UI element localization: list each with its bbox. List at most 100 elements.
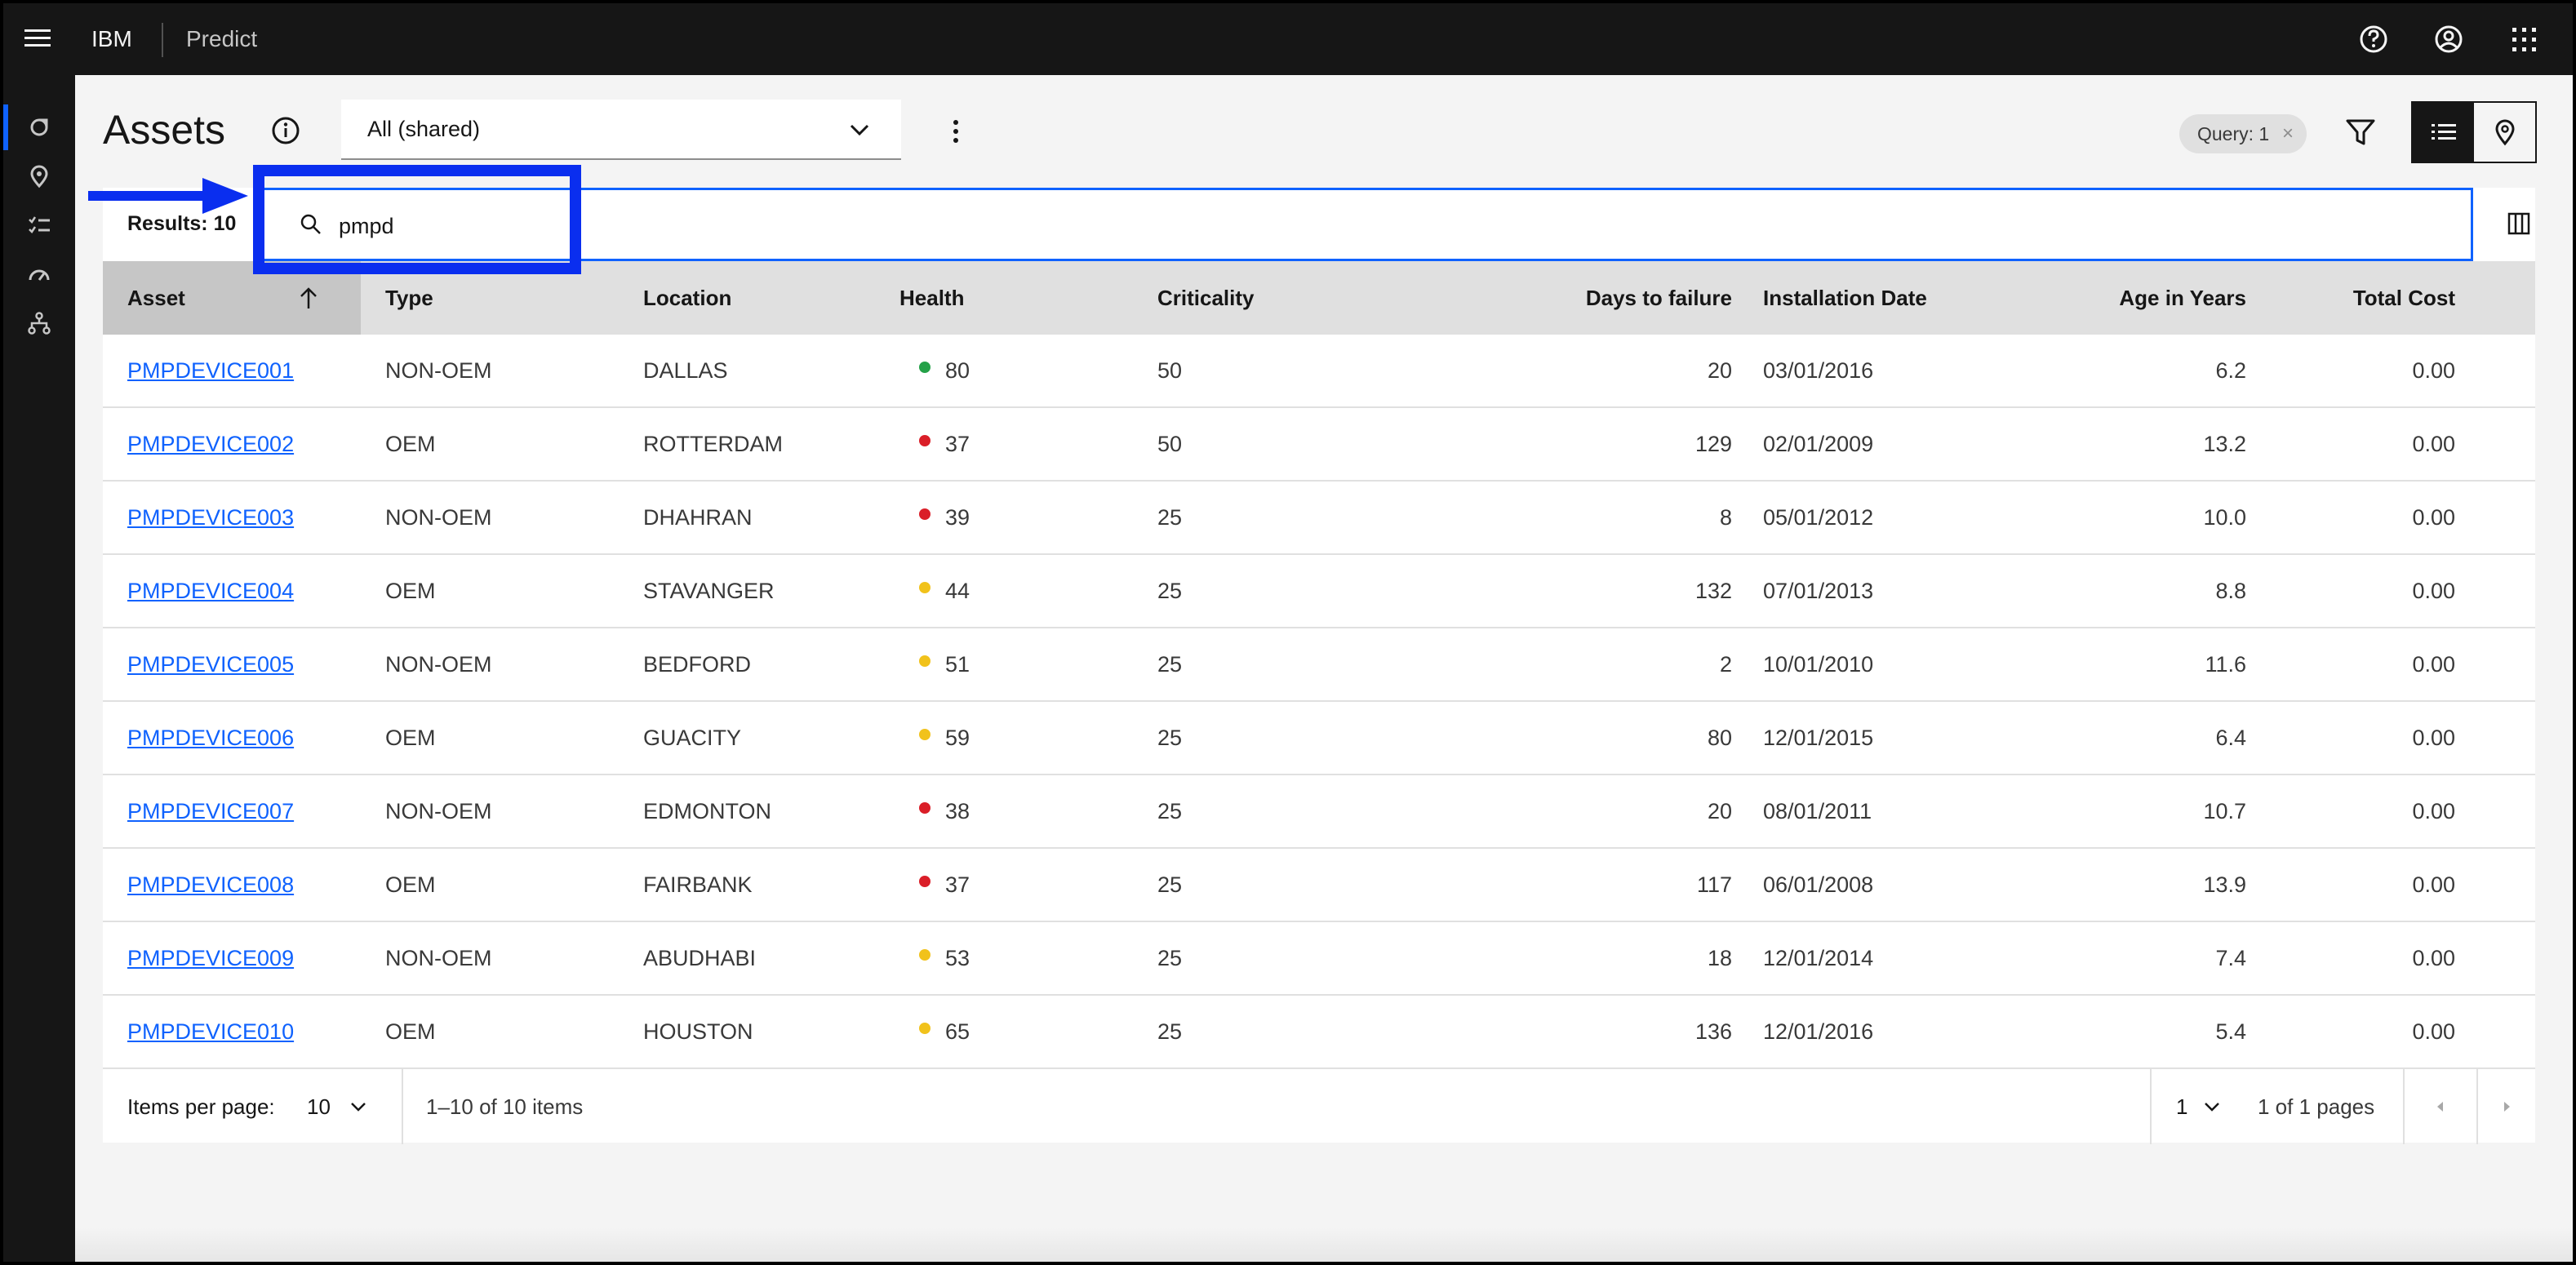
cell-asset[interactable]: PMPDEVICE007	[127, 775, 294, 847]
table-row[interactable]: PMPDEVICE004 OEM STAVANGER 44 25 132 07/01/201…	[103, 555, 2535, 628]
cell-total-cost: 0.00	[2412, 1019, 2455, 1044]
column-header-location[interactable]: Location	[643, 285, 732, 310]
cell-asset[interactable]: PMPDEVICE002	[127, 408, 294, 480]
next-page-button[interactable]	[2478, 1069, 2535, 1144]
column-header-criticality[interactable]: Criticality	[1157, 285, 1255, 310]
cell-asset[interactable]: PMPDEVICE010	[127, 996, 294, 1067]
cell-asset[interactable]: PMPDEVICE009	[127, 922, 294, 994]
cell-health: 80	[919, 335, 970, 406]
cell-age-in-years: 11.6	[2205, 651, 2246, 677]
product-name[interactable]: Predict	[186, 26, 258, 51]
items-per-page-label: Items per page:	[127, 1094, 275, 1119]
cell-installation-date: 08/01/2011	[1763, 798, 1872, 823]
cell-asset[interactable]: PMPDEVICE008	[127, 849, 294, 921]
app-switcher-icon[interactable]	[2506, 21, 2542, 57]
column-settings-icon[interactable]	[2504, 209, 2534, 238]
cell-type: OEM	[385, 1019, 436, 1044]
cell-asset[interactable]: PMPDEVICE004	[127, 555, 294, 627]
column-header-type[interactable]: Type	[385, 285, 433, 310]
saved-query-dropdown[interactable]: All (shared)	[341, 100, 901, 160]
overflow-menu-icon[interactable]	[944, 118, 968, 145]
table-row[interactable]: PMPDEVICE001 NON-OEM DALLAS 80 50 20 03/01/201…	[103, 335, 2535, 408]
hamburger-icon[interactable]	[24, 29, 51, 49]
table-row[interactable]: PMPDEVICE010 OEM HOUSTON 65 25 136 12/01/2016 5…	[103, 996, 2535, 1069]
brand-name[interactable]: IBM	[91, 26, 132, 51]
table-row[interactable]: PMPDEVICE006 OEM GUACITY 59 25 80 12/01/2015 6.…	[103, 702, 2535, 775]
cell-asset[interactable]: PMPDEVICE005	[127, 628, 294, 700]
asset-link[interactable]: PMPDEVICE003	[127, 504, 295, 530]
column-header-health[interactable]: Health	[899, 285, 965, 310]
search-input[interactable]	[339, 205, 665, 247]
search-box[interactable]	[261, 188, 2473, 261]
asset-link[interactable]: PMPDEVICE009	[127, 945, 295, 970]
cell-health: 65	[919, 996, 970, 1067]
cell-age-in-years: 13.9	[2203, 872, 2246, 897]
active-nav-indicator	[3, 104, 8, 150]
cell-total-cost: 0.00	[2412, 798, 2455, 823]
query-filter-tag[interactable]: Query: 1 ×	[2179, 114, 2307, 153]
page-title: Assets	[103, 107, 226, 153]
cell-location: DALLAS	[643, 357, 728, 383]
health-status-dot	[919, 655, 930, 667]
table-row[interactable]: PMPDEVICE002 OEM ROTTERDAM 37 50 129 02/01/200…	[103, 408, 2535, 482]
health-status-dot	[919, 435, 930, 446]
table-row[interactable]: PMPDEVICE005 NON-OEM BEDFORD 51 25 2 10/01/201…	[103, 628, 2535, 702]
map-view-button[interactable]	[2474, 103, 2535, 162]
cell-asset[interactable]: PMPDEVICE001	[127, 335, 294, 406]
chevron-down-icon	[850, 124, 869, 136]
cell-asset[interactable]: PMPDEVICE006	[127, 702, 294, 774]
health-score: 37	[945, 872, 970, 897]
nav-location-icon[interactable]	[3, 153, 75, 199]
nav-hierarchy-icon[interactable]	[3, 300, 75, 346]
cell-criticality: 25	[1157, 872, 1183, 897]
cell-location: BEDFORD	[643, 651, 752, 677]
previous-page-button[interactable]	[2405, 1069, 2476, 1144]
cell-installation-date: 12/01/2014	[1763, 945, 1874, 970]
column-header-total-cost[interactable]: Total Cost	[2352, 285, 2455, 310]
health-score: 37	[945, 431, 970, 456]
info-icon[interactable]	[269, 114, 302, 147]
table-row[interactable]: PMPDEVICE003 NON-OEM DHAHRAN 39 25 8 05/01/201…	[103, 482, 2535, 555]
app-frame: IBM Predict	[3, 3, 2573, 1262]
cell-criticality: 25	[1157, 504, 1183, 530]
table-row[interactable]: PMPDEVICE009 NON-OEM ABUDHABI 53 25 18 12/01/2…	[103, 922, 2535, 996]
asset-link[interactable]: PMPDEVICE005	[127, 651, 295, 677]
cell-days-to-failure: 2	[1719, 651, 1732, 677]
asset-link[interactable]: PMPDEVICE007	[127, 798, 295, 823]
cell-total-cost: 0.00	[2412, 945, 2455, 970]
asset-link[interactable]: PMPDEVICE010	[127, 1019, 295, 1044]
nav-dashboard-gauge-icon[interactable]	[3, 251, 75, 297]
caret-right-icon	[2504, 1102, 2510, 1112]
nav-assets-icon[interactable]	[3, 104, 75, 150]
cell-asset[interactable]: PMPDEVICE003	[127, 482, 294, 553]
help-icon[interactable]	[2356, 21, 2392, 57]
filter-icon[interactable]	[2343, 114, 2378, 150]
list-view-button[interactable]	[2413, 103, 2474, 162]
column-header-days-to-failure[interactable]: Days to failure	[1585, 285, 1732, 310]
nav-checklist-icon[interactable]	[3, 202, 75, 248]
column-header-age-in-years[interactable]: Age in Years	[2119, 285, 2246, 310]
cell-days-to-failure: 136	[1694, 1019, 1732, 1044]
asset-link[interactable]: PMPDEVICE002	[127, 431, 295, 456]
items-per-page-value: 10	[307, 1094, 331, 1119]
column-header-label: Asset	[127, 285, 185, 310]
close-icon[interactable]: ×	[2281, 122, 2294, 144]
cell-health: 37	[919, 408, 970, 480]
page-select[interactable]: 1	[2176, 1069, 2241, 1144]
cell-age-in-years: 7.4	[2215, 945, 2246, 970]
cell-criticality: 25	[1157, 1019, 1183, 1044]
cell-days-to-failure: 132	[1694, 578, 1732, 603]
pager-divider	[2476, 1069, 2478, 1144]
table-row[interactable]: PMPDEVICE008 OEM FAIRBANK 37 25 117 06/01/2008…	[103, 849, 2535, 922]
asset-link[interactable]: PMPDEVICE006	[127, 725, 295, 750]
health-score: 51	[945, 651, 970, 677]
items-per-page-select[interactable]: 10	[307, 1069, 405, 1144]
asset-link[interactable]: PMPDEVICE008	[127, 872, 295, 897]
column-header-installation-date[interactable]: Installation Date	[1763, 285, 1927, 310]
cell-days-to-failure: 18	[1707, 945, 1732, 970]
table-row[interactable]: PMPDEVICE007 NON-OEM EDMONTON 38 25 20 08/01/2…	[103, 775, 2535, 849]
user-avatar-icon[interactable]	[2431, 21, 2467, 57]
asset-link[interactable]: PMPDEVICE001	[127, 357, 295, 383]
asset-link[interactable]: PMPDEVICE004	[127, 578, 295, 603]
cell-age-in-years: 5.4	[2215, 1019, 2246, 1044]
